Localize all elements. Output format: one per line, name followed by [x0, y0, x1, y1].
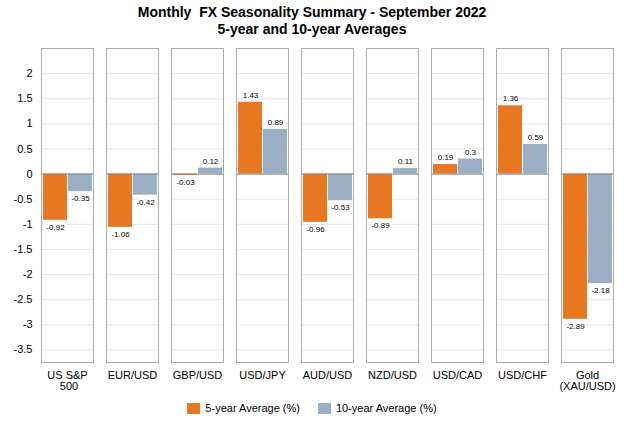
svg-text:-2.89: -2.89 [566, 322, 585, 331]
svg-text:0.5: 0.5 [17, 143, 32, 155]
svg-text:0.12: 0.12 [203, 157, 219, 166]
svg-text:USD/JPY: USD/JPY [239, 369, 286, 381]
svg-text:NZD/USD: NZD/USD [368, 369, 417, 381]
svg-text:-0.96: -0.96 [306, 225, 325, 234]
svg-text:EUR/USD: EUR/USD [108, 369, 158, 381]
svg-text:-0.89: -0.89 [371, 221, 390, 230]
svg-text:-0.42: -0.42 [136, 198, 155, 207]
svg-text:-0.03: -0.03 [176, 178, 195, 187]
svg-text:-0.35: -0.35 [71, 194, 90, 203]
svg-text:-2: -2 [23, 268, 33, 280]
html-text:5-year and 10-year Averages: 5-year and 10-year Averages [217, 21, 407, 37]
svg-text:-0.53: -0.53 [331, 203, 350, 212]
svg-text:-1: -1 [23, 218, 33, 230]
svg-text:Gold(XAU/USD): Gold(XAU/USD) [559, 369, 615, 392]
svg-text:USD/CAD: USD/CAD [433, 369, 483, 381]
svg-text:0.3: 0.3 [465, 148, 477, 157]
svg-text:2: 2 [26, 67, 32, 79]
svg-text:-1.5: -1.5 [14, 243, 33, 255]
svg-text:0.89: 0.89 [268, 118, 284, 127]
svg-text:-0.92: -0.92 [46, 223, 65, 232]
svg-text:USD/CHF: USD/CHF [498, 369, 547, 381]
svg-text:0: 0 [26, 168, 32, 180]
html-text:Monthly FX Seasonality Summary: Monthly FX Seasonality Summary - Septemb… [137, 4, 487, 20]
html-text:5-year Average (%): 5-year Average (%) [205, 402, 300, 414]
svg-text:GBP/USD: GBP/USD [173, 369, 223, 381]
svg-text:-2.18: -2.18 [591, 286, 610, 295]
svg-text:US S&P 500: US S&P 500 [47, 369, 87, 392]
svg-text:0.11: 0.11 [398, 157, 414, 166]
svg-text:AUD/USD: AUD/USD [303, 369, 353, 381]
svg-text:-2.5: -2.5 [14, 293, 33, 305]
svg-text:-3: -3 [23, 318, 33, 330]
svg-text:-3.5: -3.5 [14, 343, 33, 355]
svg-text:0.59: 0.59 [528, 133, 544, 142]
svg-text:1.43: 1.43 [243, 91, 259, 100]
svg-text:0.19: 0.19 [438, 153, 454, 162]
html-text:10-year Average (%): 10-year Average (%) [335, 402, 437, 414]
svg-text:-0.5: -0.5 [14, 193, 33, 205]
svg-text:-1.06: -1.06 [111, 230, 130, 239]
svg-text:1.36: 1.36 [503, 94, 519, 103]
svg-text:1.5: 1.5 [17, 92, 32, 104]
svg-text:1: 1 [26, 117, 32, 129]
